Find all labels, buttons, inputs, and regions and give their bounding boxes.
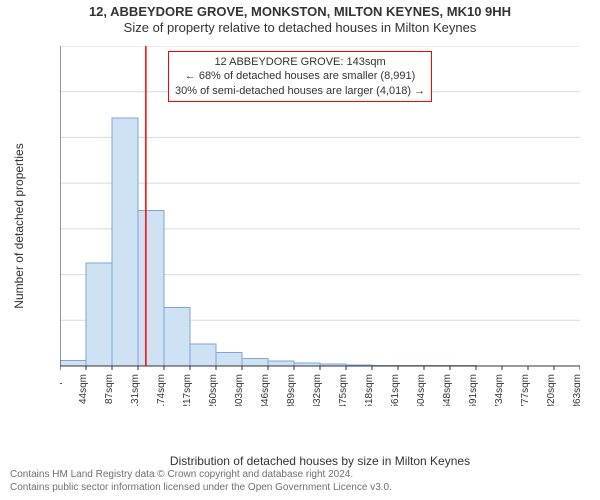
footer-line-1: Contains HM Land Registry data © Crown c…: [10, 469, 392, 482]
svg-text:432sqm: 432sqm: [312, 374, 323, 406]
footer-line-2: Contains public sector information licen…: [10, 482, 392, 495]
svg-text:777sqm: 777sqm: [520, 374, 531, 406]
svg-text:217sqm: 217sqm: [182, 374, 193, 406]
svg-text:174sqm: 174sqm: [156, 374, 167, 406]
chart-area: Number of detached properties 0100020003…: [60, 46, 580, 406]
svg-text:734sqm: 734sqm: [494, 374, 505, 406]
svg-text:87sqm: 87sqm: [104, 374, 115, 404]
footer: Contains HM Land Registry data © Crown c…: [10, 469, 392, 494]
svg-text:820sqm: 820sqm: [546, 374, 557, 406]
annotation-box: 12 ABBEYDORE GROVE: 143sqm ← 68% of deta…: [168, 51, 432, 102]
svg-text:475sqm: 475sqm: [338, 374, 349, 406]
svg-text:561sqm: 561sqm: [390, 374, 401, 406]
annotation-line-3: 30% of semi-detached houses are larger (…: [175, 84, 425, 98]
x-ticks: 1sqm 44sqm 87sqm 131sqm 174sqm 217sqm 260sqm 30…: [60, 366, 580, 406]
svg-text:346sqm: 346sqm: [260, 374, 271, 406]
svg-text:518sqm: 518sqm: [364, 374, 375, 406]
svg-text:131sqm: 131sqm: [130, 374, 141, 406]
svg-text:648sqm: 648sqm: [442, 374, 453, 406]
svg-text:389sqm: 389sqm: [286, 374, 297, 406]
title-line-1: 12, ABBEYDORE GROVE, MONKSTON, MILTON KE…: [0, 0, 600, 20]
svg-text:303sqm: 303sqm: [234, 374, 245, 406]
y-axis-label: Number of detached properties: [12, 46, 28, 406]
svg-text:260sqm: 260sqm: [208, 374, 219, 406]
svg-text:44sqm: 44sqm: [78, 374, 89, 404]
x-axis-label: Distribution of detached houses by size …: [60, 454, 580, 468]
figure: 12, ABBEYDORE GROVE, MONKSTON, MILTON KE…: [0, 0, 600, 500]
svg-text:863sqm: 863sqm: [572, 374, 580, 406]
svg-text:1sqm: 1sqm: [60, 374, 63, 398]
annotation-line-1: 12 ABBEYDORE GROVE: 143sqm: [175, 55, 425, 69]
svg-text:604sqm: 604sqm: [416, 374, 427, 406]
svg-text:691sqm: 691sqm: [468, 374, 479, 406]
annotation-line-2: ← 68% of detached houses are smaller (8,…: [175, 69, 425, 83]
title-line-2: Size of property relative to detached ho…: [0, 20, 600, 40]
bars: [60, 118, 580, 366]
